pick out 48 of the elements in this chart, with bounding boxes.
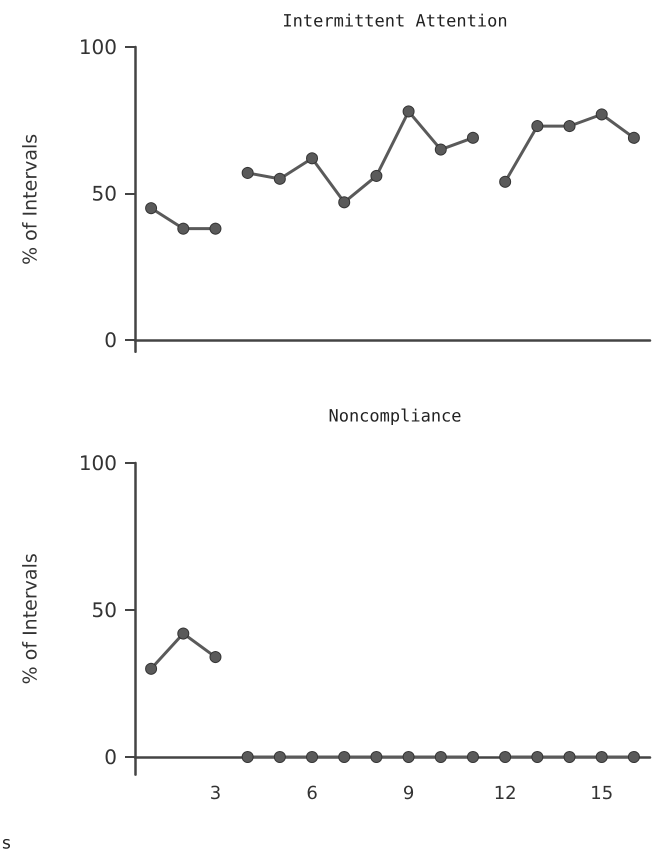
point: [531, 120, 544, 132]
point: [370, 170, 382, 182]
y-axis-title: % of Intervals: [20, 134, 42, 265]
point: [209, 651, 222, 664]
point: [177, 222, 190, 235]
point: [306, 152, 318, 164]
x-tick-label: 12: [494, 783, 517, 804]
point: [499, 751, 512, 763]
y-tick-label: 50: [92, 182, 117, 206]
point: [596, 108, 608, 120]
point: [434, 144, 447, 156]
y-tick-label: 100: [78, 35, 117, 59]
point: [434, 751, 447, 763]
point: [306, 751, 318, 763]
point: [242, 751, 254, 763]
point: [531, 751, 544, 763]
y-tick-label: 0: [104, 745, 117, 769]
point: [499, 176, 512, 188]
point: [466, 751, 479, 763]
point: [628, 132, 640, 144]
x-tick-label: 15: [590, 783, 614, 804]
point: [402, 105, 415, 118]
point: [370, 751, 382, 763]
x-tick-label: 9: [402, 783, 414, 804]
y-tick-label: 50: [92, 598, 117, 622]
point: [274, 172, 286, 185]
point: [145, 202, 158, 214]
point: [466, 132, 479, 144]
point: [564, 751, 576, 763]
x-tick-label: 3: [210, 783, 222, 804]
point: [274, 751, 286, 763]
point: [209, 222, 222, 235]
point: [402, 751, 415, 763]
chart-title: Noncompliance: [328, 406, 462, 426]
point: [177, 628, 190, 640]
x-tick-label: 6: [306, 783, 318, 804]
point: [242, 166, 254, 179]
y-axis-title: % of Intervals: [20, 553, 42, 684]
point: [596, 751, 608, 763]
point: [338, 196, 350, 208]
point: [145, 662, 158, 675]
y-tick-label: 100: [78, 451, 117, 475]
point: [628, 751, 640, 763]
point: [564, 120, 576, 132]
y-tick-label: 0: [104, 328, 117, 352]
chart-title: Intermittent Attention: [282, 12, 508, 32]
text: s: [2, 834, 11, 854]
point: [338, 751, 350, 763]
